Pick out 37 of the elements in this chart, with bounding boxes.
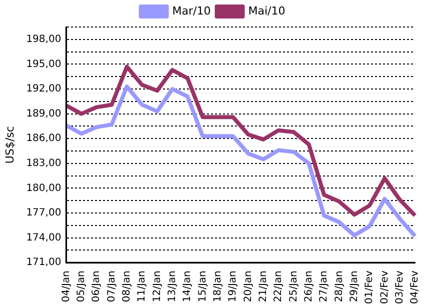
x-tick-label: 20/Jan	[242, 270, 254, 302]
y-tick-label: 195,00	[26, 58, 62, 70]
x-tick-label: 01/Fev	[364, 270, 376, 304]
x-tick-label: 04/Fev	[410, 270, 421, 304]
x-tick-label: 03/Fev	[394, 270, 406, 304]
y-tick-label: 177,00	[26, 208, 62, 219]
x-tick-label: 06/Jan	[91, 270, 102, 302]
x-tick-label: 28/Jan	[334, 270, 345, 302]
x-tick-label: 27/Jan	[318, 270, 330, 302]
x-tick-label: 04/Jan	[60, 270, 72, 302]
x-tick-label: 15/Jan	[197, 270, 208, 302]
x-tick-label: 29/Jan	[348, 270, 360, 302]
x-tick-label: 22/Jan	[273, 270, 284, 302]
legend-label: Mai/10	[248, 4, 286, 18]
x-tick-label: 13/Jan	[166, 270, 178, 302]
y-tick-label: 171,00	[26, 257, 62, 268]
x-tick-label: 26/Jan	[303, 270, 314, 302]
y-axis-title: US$/sc	[3, 126, 16, 164]
x-tick-label: 18/Jan	[212, 270, 224, 302]
x-tick-label: 12/Jan	[152, 270, 163, 302]
y-tick-label: 174,00	[26, 232, 62, 244]
x-tick-label: 05/Jan	[76, 270, 87, 302]
y-tick-label: 186,00	[26, 133, 62, 144]
y-tick-label: 189,00	[26, 108, 62, 120]
x-tick-label: 11/Jan	[136, 270, 148, 302]
x-tick-label: 07/Jan	[106, 270, 118, 302]
y-tick-label: 180,00	[26, 182, 62, 194]
x-tick-label: 19/Jan	[228, 270, 239, 302]
x-tick-label: 02/Fev	[379, 270, 390, 304]
x-tick-label: 25/Jan	[288, 270, 300, 302]
y-tick-label: 192,00	[26, 84, 62, 95]
x-tick-label: 21/Jan	[258, 270, 269, 302]
y-tick-label: 198,00	[26, 34, 62, 45]
y-tick-label: 183,00	[26, 158, 62, 170]
x-tick-label: 08/Jan	[121, 270, 132, 302]
x-tick-label: 14/Jan	[182, 270, 194, 302]
legend-label: Mar/10	[172, 4, 211, 18]
